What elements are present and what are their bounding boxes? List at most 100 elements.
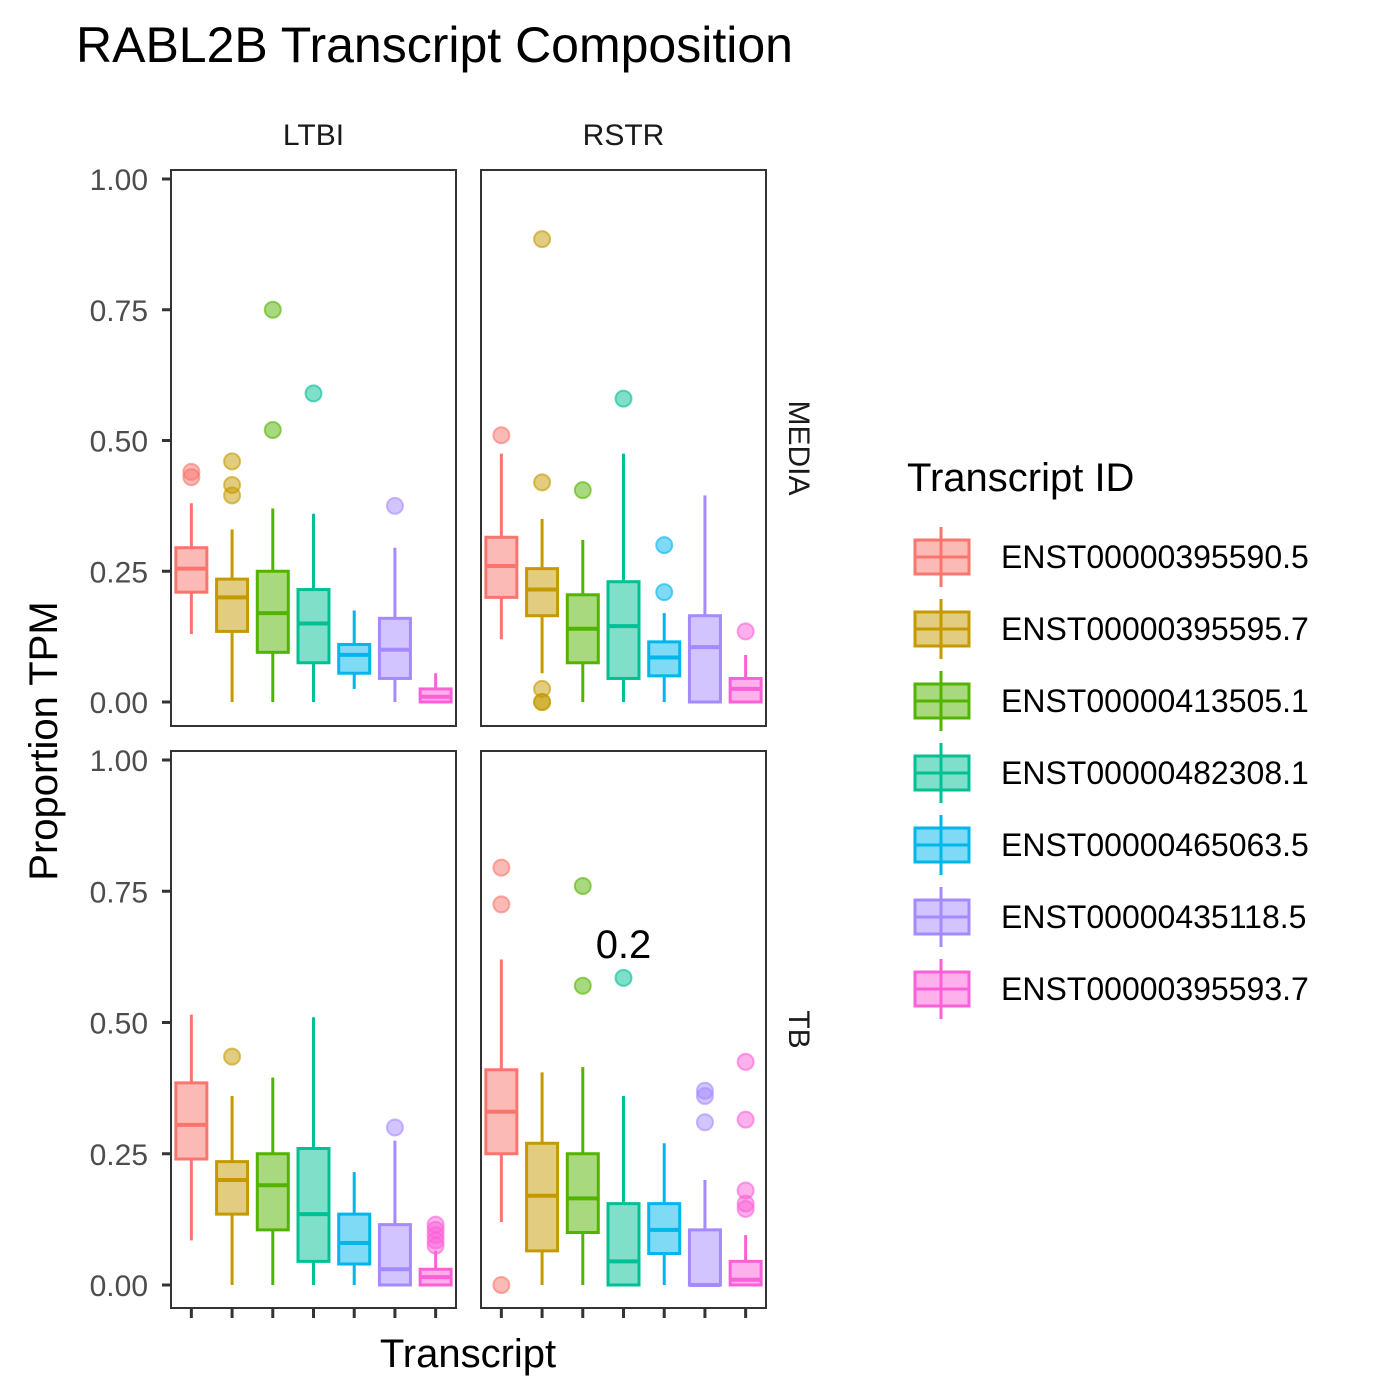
y-tick-label: 0.25 [90, 1139, 148, 1172]
legend: Transcript ID ENST00000395590.5ENST00000… [907, 456, 1309, 1019]
box-ENST00000413505.1 [255, 1077, 290, 1285]
axes: 0.00 0.25 0.50 0.75 1.00 0.00 0.25 0.50 0.75 1.00 [90, 164, 748, 1318]
box-ENST00000435118.5 [687, 495, 722, 704]
legend-item-ENST00000465063.5: ENST00000465063.5 [913, 815, 1309, 875]
legend-item-label: ENST00000413505.1 [1001, 683, 1309, 719]
legend-item-label: ENST00000395593.7 [1001, 971, 1309, 1007]
box-ENST00000395593.7 [418, 673, 453, 704]
box-ENST00000395590.5 [174, 1014, 209, 1241]
box-iqr [296, 588, 331, 665]
box-ENST00000482308.1 [296, 384, 331, 702]
outlier-point [736, 1181, 755, 1200]
outlier-point [533, 230, 552, 249]
outlier-point [736, 1110, 755, 1129]
box-ENST00000395590.5 [484, 426, 519, 640]
box-iqr [606, 1202, 641, 1287]
outlier-point [492, 858, 511, 877]
outlier-point [182, 462, 201, 481]
outlier-point [655, 536, 674, 555]
box-ENST00000482308.1 [606, 389, 641, 702]
box-iqr [606, 580, 641, 680]
box-ENST00000413505.1 [565, 481, 600, 702]
y-tick-label: 0.50 [90, 1008, 148, 1041]
facet-label-media: MEDIA [782, 400, 815, 495]
y-tick-label: 1.00 [90, 164, 148, 197]
facet-label-rstr: RSTR [583, 119, 665, 152]
legend-item-ENST00000395590.5: ENST00000395590.5 [913, 527, 1309, 587]
outlier-point [492, 895, 511, 914]
y-tick-label: 0.25 [90, 556, 148, 589]
legend-item-ENST00000435118.5: ENST00000435118.5 [913, 887, 1306, 947]
outlier-point [533, 473, 552, 492]
box-ENST00000435118.5 [377, 1118, 412, 1287]
box-iqr [377, 1223, 412, 1287]
outlier-point [385, 496, 404, 515]
legend-item-ENST00000482308.1: ENST00000482308.1 [913, 743, 1309, 803]
outlier-point [695, 1081, 714, 1100]
outlier-point [573, 877, 592, 895]
legend-item-label: ENST00000395595.7 [1001, 611, 1309, 647]
box-ENST00000395590.5 [484, 858, 519, 1294]
legend-item-label: ENST00000395590.5 [1001, 539, 1309, 575]
outlier-point [492, 426, 511, 445]
legend-item-ENST00000395593.7: ENST00000395593.7 [913, 959, 1309, 1019]
facet-label-ltbi: LTBI [283, 119, 344, 152]
box-ENST00000395595.7 [215, 452, 250, 702]
y-axis-title: Proportion TPM [22, 601, 66, 880]
panel-media-rstr [480, 169, 767, 727]
box-iqr [255, 1152, 290, 1232]
legend-items: ENST00000395590.5 ENST00000395595.7 ENST00… [913, 527, 1309, 1019]
box-iqr [215, 1160, 250, 1216]
box-iqr [565, 1152, 600, 1234]
x-axis-title: Transcript [380, 1332, 556, 1376]
box-ENST00000395590.5 [174, 462, 209, 635]
y-tick-label: 0.50 [90, 426, 148, 459]
box-ENST00000465063.5 [337, 1172, 372, 1285]
box-ENST00000435118.5 [377, 496, 412, 702]
box-iqr [687, 614, 722, 704]
box-iqr [337, 1212, 372, 1266]
box-ENST00000395595.7 [525, 1072, 560, 1285]
box-iqr [296, 1147, 331, 1263]
outlier-point [385, 1118, 404, 1137]
box-ENST00000395593.7 [728, 622, 763, 704]
facet-panels: LTBI RSTR MEDIA TB 0.2 [170, 119, 815, 1309]
legend-item-label: ENST00000482308.1 [1001, 755, 1309, 791]
box-iqr [337, 642, 372, 675]
box-ENST00000465063.5 [337, 610, 372, 689]
outlier-point [426, 1215, 445, 1234]
legend-item-label: ENST00000465063.5 [1001, 827, 1309, 863]
outlier-point [263, 300, 282, 319]
legend-item-ENST00000413505.1: ENST00000413505.1 [913, 671, 1309, 731]
box-ENST00000395593.7 [728, 1052, 763, 1287]
outlier-point [736, 622, 755, 641]
outlier-point [223, 1047, 242, 1066]
box-ENST00000413505.1 [565, 877, 600, 1285]
facet-label-tb: TB [782, 1010, 815, 1048]
box-ENST00000395595.7 [215, 1047, 250, 1285]
box-iqr [215, 577, 250, 633]
outlier-point [573, 976, 592, 995]
outlier-point [736, 1052, 755, 1071]
legend-title: Transcript ID [907, 456, 1134, 500]
box-ENST00000435118.5 [687, 1081, 722, 1287]
outlier-point [263, 421, 282, 440]
box-ENST00000482308.1 [606, 968, 641, 1287]
box-ENST00000465063.5 [647, 536, 682, 702]
panel-tb-ltbi [170, 750, 457, 1309]
panel-tb-rstr: 0.2 [480, 750, 767, 1309]
box-iqr [687, 1228, 722, 1287]
outlier-point [223, 452, 242, 471]
outlier-point [223, 475, 242, 494]
box-ENST00000395595.7 [525, 230, 560, 711]
outlier-point [655, 583, 674, 602]
outlier-point [533, 679, 552, 698]
box-ENST00000413505.1 [255, 300, 290, 702]
box-ENST00000395593.7 [418, 1215, 453, 1287]
chart-title: RABL2B Transcript Composition [76, 17, 793, 73]
outlier-point [614, 389, 633, 408]
panel-annotation: 0.2 [596, 923, 652, 967]
y-tick-label: 0.75 [90, 876, 148, 909]
box-iqr [174, 1081, 209, 1161]
